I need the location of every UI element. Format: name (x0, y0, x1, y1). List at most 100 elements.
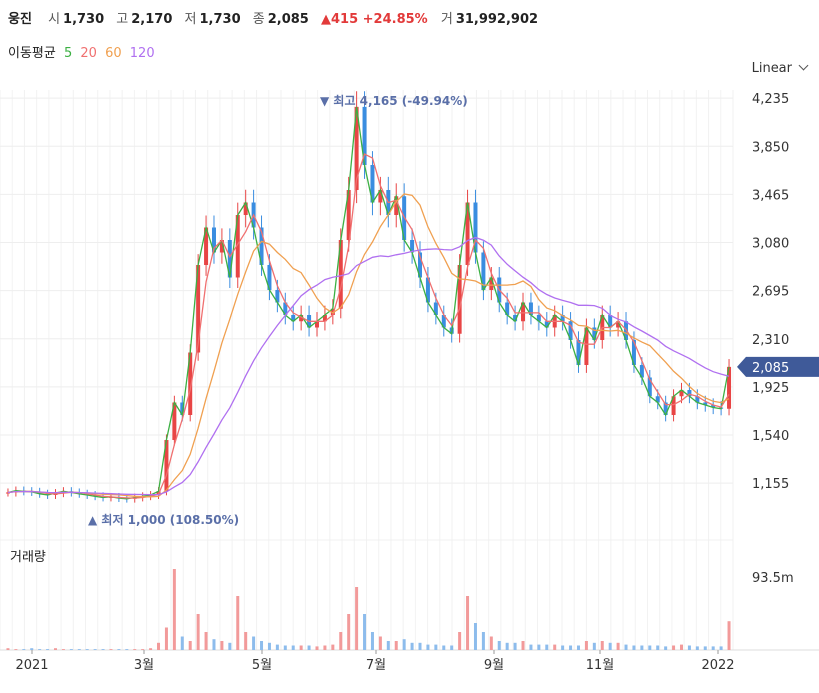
volume-bar (77, 649, 81, 650)
volume-bar (117, 649, 121, 650)
candle-body (322, 315, 327, 322)
price-tick-label: 1,540 (752, 429, 789, 444)
high-annotation: ▼ 최고 4,165 (-49.94%) (320, 93, 468, 108)
candle-body (616, 321, 621, 328)
volume-bar (656, 645, 660, 650)
volume-bar (355, 587, 359, 650)
volume-bar (323, 645, 327, 650)
open-value: 1,730 (63, 12, 105, 27)
volume-bar (133, 649, 137, 650)
volume-bar (339, 632, 343, 650)
candle-body (536, 315, 541, 322)
volume-bar (695, 646, 699, 650)
x-tick-label: 7월 (366, 658, 386, 673)
volume-bar (378, 636, 382, 650)
scale-selector[interactable]: Linear (751, 60, 809, 76)
candle-body (418, 252, 423, 278)
volume-bar (275, 644, 279, 650)
candle-body (235, 215, 240, 278)
candle-body (465, 202, 470, 265)
stock-name: 웅진 (8, 12, 32, 27)
low-value: 1,730 (199, 12, 241, 27)
volume-bar (450, 645, 454, 650)
volume-bar (600, 641, 604, 650)
price-tick-label: 1,155 (752, 477, 789, 492)
x-tick-label: 2022 (701, 658, 734, 673)
volume-bar (299, 645, 303, 650)
candle-body (243, 202, 248, 215)
candle-body (259, 227, 264, 265)
candle-body (560, 315, 565, 322)
ma-20[interactable]: 20 (80, 46, 97, 61)
candle-body (330, 308, 335, 315)
volume-bar (410, 642, 414, 650)
candle-body (568, 321, 573, 340)
volume-bar (196, 614, 200, 650)
low-annotation: ▲ 최저 1,000 (108.50%) (88, 512, 239, 527)
price-tick-label: 3,465 (752, 188, 789, 203)
volume-bar (30, 648, 34, 650)
candle-body (679, 390, 684, 397)
candle-body (362, 106, 367, 165)
volume-bar (703, 646, 707, 650)
moving-average-legend[interactable]: 이동평균 5 20 60 120 (8, 42, 159, 61)
volume-bar (93, 649, 97, 650)
volume-bar (347, 614, 351, 650)
candle-body (655, 396, 660, 403)
current-price-label: 2,085 (752, 361, 789, 376)
volume-bar (640, 645, 644, 650)
candle-body (631, 340, 636, 365)
candle-body (687, 390, 692, 397)
volume-bar (252, 636, 256, 650)
x-tick-label: 5월 (252, 658, 272, 673)
volume-bar (307, 645, 311, 650)
close-value: 2,085 (267, 12, 309, 27)
candle-body (346, 190, 351, 240)
candle-body (204, 227, 209, 265)
volume-bar (473, 623, 477, 650)
ma-120[interactable]: 120 (129, 46, 155, 61)
candle-body (314, 321, 319, 328)
candle-body (584, 327, 589, 365)
volume-bar (164, 627, 168, 650)
candle-body (164, 440, 169, 492)
low-label: 저 (184, 12, 197, 27)
candle-body (275, 290, 280, 303)
candle-body (703, 402, 708, 405)
candle-body (394, 196, 399, 215)
volume-bar (664, 646, 668, 650)
volume-bar (220, 641, 224, 650)
volume-bar (141, 649, 145, 650)
candle-body (441, 315, 446, 328)
candle-body (188, 352, 193, 415)
volume-bar (394, 641, 398, 650)
volume-bar (212, 639, 216, 650)
volume-value: 31,992,902 (455, 12, 539, 27)
volume-bar (244, 632, 248, 650)
volume-bar (442, 645, 446, 650)
volume-bar (458, 632, 462, 650)
volume-bar (228, 642, 232, 650)
candle-body (711, 405, 716, 408)
ma-5[interactable]: 5 (63, 46, 73, 61)
candle-body (370, 165, 375, 203)
volume-bar (157, 642, 161, 650)
scale-label: Linear (751, 61, 792, 76)
volume-bar (489, 636, 493, 650)
volume-bar (679, 644, 683, 650)
candle-body (291, 315, 296, 322)
volume-bar (331, 644, 335, 650)
candle-body (489, 277, 494, 290)
volume-bar (315, 646, 319, 650)
volume-bar (466, 596, 470, 650)
volume-bar (418, 642, 422, 650)
candle-body (513, 315, 518, 322)
volume-bar (584, 641, 588, 650)
price-tick-label: 2,695 (752, 285, 789, 300)
ma-60[interactable]: 60 (105, 46, 122, 61)
price-tick-label: 3,080 (752, 237, 789, 252)
volume-bar (370, 632, 374, 650)
ma-line-20 (7, 153, 730, 499)
price-tick-label: 4,235 (752, 92, 789, 107)
